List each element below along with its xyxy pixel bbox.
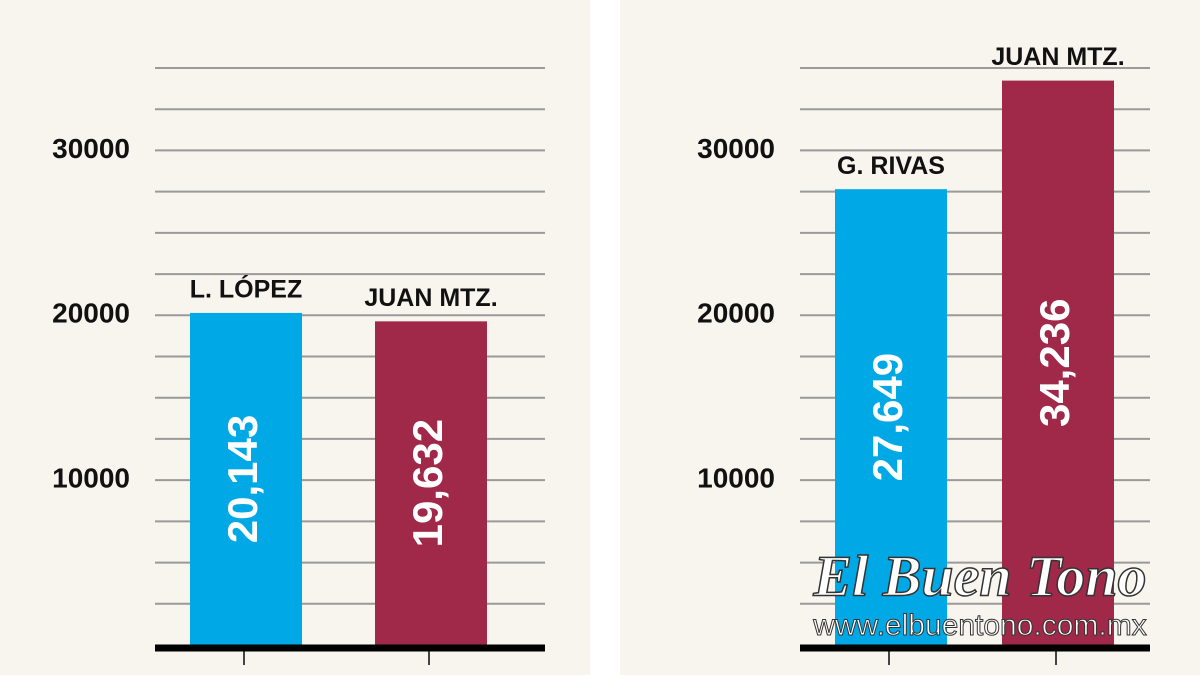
bar bbox=[190, 312, 302, 645]
category-label: G. RIVAS bbox=[837, 152, 945, 180]
bar bbox=[835, 189, 947, 645]
y-tick-label: 20000 bbox=[697, 298, 775, 329]
category-label: JUAN MTZ. bbox=[991, 43, 1124, 71]
category-label: L. LÓPEZ bbox=[190, 274, 303, 304]
bar bbox=[1002, 80, 1114, 645]
value-label: 20,143 bbox=[219, 415, 266, 543]
y-tick-label: 10000 bbox=[697, 463, 775, 494]
bar bbox=[375, 321, 487, 645]
watermark-url: www.elbuentono.com.mx bbox=[812, 609, 1147, 642]
value-label: 19,632 bbox=[404, 419, 451, 547]
y-tick-label: 10000 bbox=[52, 463, 130, 494]
watermark-logo: El Buen Tono bbox=[812, 543, 1146, 608]
value-label: 34,236 bbox=[1031, 299, 1078, 427]
value-label: 27,649 bbox=[864, 353, 911, 481]
category-label: JUAN MTZ. bbox=[364, 284, 497, 312]
y-tick-label: 20000 bbox=[52, 298, 130, 329]
y-tick-label: 30000 bbox=[697, 133, 775, 164]
y-tick-label: 30000 bbox=[52, 133, 130, 164]
charts: 10000 20000 30000 L. LÓPEZ 20,143 JUAN MTZ. 19… bbox=[52, 43, 1150, 665]
